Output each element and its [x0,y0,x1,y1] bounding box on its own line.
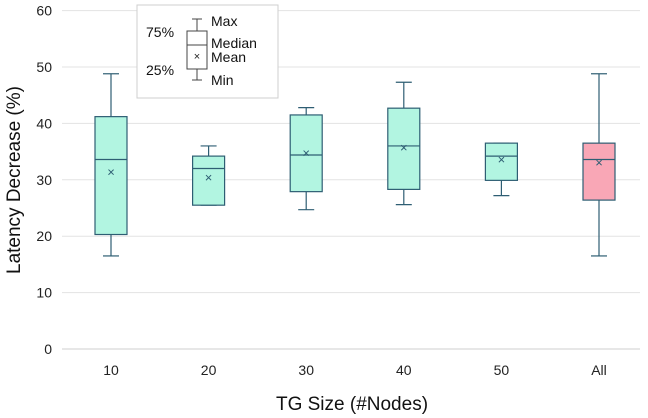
mean-marker: × [595,155,603,170]
y-tick-label: 10 [36,285,52,301]
mean-marker: × [302,145,310,160]
mean-marker: × [498,152,506,167]
legend-mean-label: Mean [211,49,246,65]
iqr-box [192,155,226,206]
legend: × Max 75% Median Mean 25% Min [136,4,279,99]
mean-marker: × [205,170,213,185]
y-tick-label: 60 [36,3,52,19]
y-tick-label: 20 [36,228,52,244]
y-tick-label: 30 [36,172,52,188]
legend-q1-label: 25% [146,62,174,78]
x-tick-label: 40 [396,362,412,378]
y-tick-label: 50 [36,59,52,75]
x-tick-labels: 10 20 30 40 50 All [103,362,607,378]
x-tick-label: 50 [494,362,510,378]
box-plots: × × × × × × [94,73,616,257]
iqr-box [94,116,128,236]
box-plot: × [484,142,518,197]
iqr-box [289,114,323,193]
y-axis-title: Latency Decrease (%) [4,86,25,274]
y-tick-labels: 0 10 20 30 40 50 60 [36,3,52,357]
legend-min-label: Min [211,72,234,88]
legend-median-label: Median [211,35,257,51]
mean-marker: × [400,140,408,155]
legend-q3-label: 75% [146,24,174,40]
x-tick-label: All [591,362,607,378]
mean-marker: × [107,164,115,179]
y-tick-label: 0 [44,341,52,357]
box-plot: × [289,107,323,211]
legend-max-label: Max [211,13,237,29]
iqr-box [387,107,421,190]
y-tick-label: 40 [36,115,52,131]
box-plot: × [582,73,616,257]
legend-mean-marker: × [194,51,200,63]
iqr-box [484,142,518,181]
legend-box [186,30,208,70]
box-plot: × [192,145,226,206]
box-plot: × [94,73,128,257]
iqr-box [582,142,616,201]
x-tick-label: 20 [201,362,217,378]
x-tick-label: 10 [103,362,119,378]
x-tick-label: 30 [298,362,314,378]
x-axis-title: TG Size (#Nodes) [276,394,428,415]
box-plot: × [387,81,421,206]
